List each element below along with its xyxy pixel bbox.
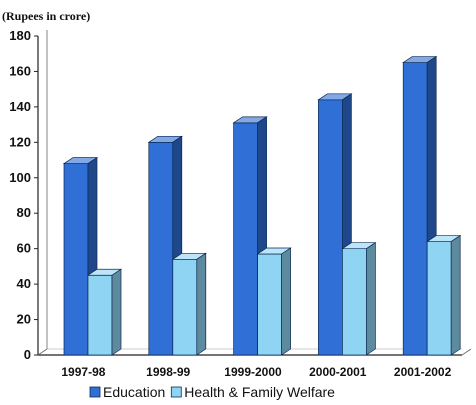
y-tick-label: 120 <box>9 134 31 149</box>
bar-health-1999-2000 <box>256 247 292 356</box>
unit-label: (Rupees in crore) <box>2 9 90 23</box>
y-tick-label: 60 <box>17 241 31 256</box>
y-tick-label: 80 <box>17 205 31 220</box>
x-tick-label: 1999-2000 <box>224 365 282 379</box>
x-tick-label: 2000-2001 <box>309 365 367 379</box>
legend-swatch <box>89 386 101 398</box>
y-axis-ticks: 0 20 40 60 80 100 120 140 160 180 <box>9 28 38 362</box>
bar-health-1998-99 <box>171 252 207 356</box>
y-tick-label: 180 <box>9 28 31 43</box>
bar-health-1997-98 <box>86 268 123 356</box>
x-tick-label: 2001-2002 <box>394 365 452 379</box>
y-tick-label: 100 <box>9 170 31 185</box>
y-tick-label: 40 <box>17 276 31 291</box>
y-tick-label: 20 <box>17 312 31 327</box>
bars <box>62 55 462 356</box>
legend: Education Health & Family Welfare <box>89 384 335 400</box>
bar-education-1999-2000 <box>232 116 268 356</box>
x-axis-ticks: 1997-98 1998-99 1999-2000 2000-2001 2001-200… <box>61 365 451 379</box>
x-tick-label: 1997-98 <box>61 365 105 379</box>
legend-swatch <box>170 386 182 398</box>
x-tick-label: 1998-99 <box>146 365 190 379</box>
legend-item-education: Education <box>89 384 165 400</box>
legend-label: Education <box>103 384 165 400</box>
y-tick-label: 0 <box>24 347 31 362</box>
legend-item-health: Health & Family Welfare <box>170 384 335 400</box>
bar-health-2001-2002 <box>426 234 462 356</box>
y-tick-label: 140 <box>9 99 31 114</box>
legend-label: Health & Family Welfare <box>184 384 335 400</box>
bar-health-2000-2001 <box>341 242 377 356</box>
y-tick-label: 160 <box>9 63 31 78</box>
